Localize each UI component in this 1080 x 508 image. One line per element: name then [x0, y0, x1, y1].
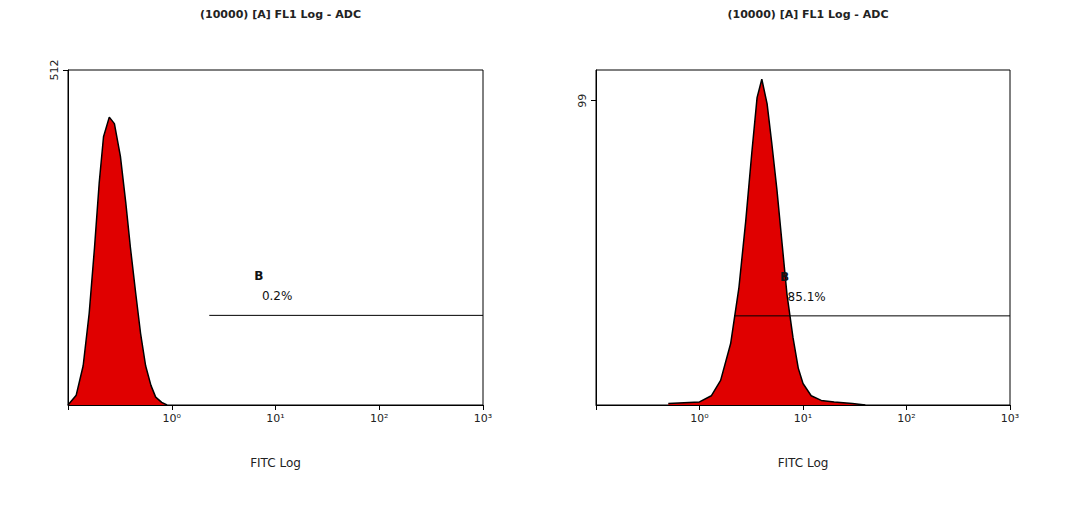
- svg-text:99: 99: [576, 94, 589, 108]
- svg-text:(10000) [A] FL1 Log - ADC: (10000) [A] FL1 Log - ADC: [728, 8, 889, 21]
- svg-text:B: B: [254, 269, 263, 283]
- svg-text:10⁰: 10⁰: [690, 412, 709, 425]
- svg-text:10³: 10³: [1001, 412, 1019, 425]
- svg-text:FITC Log: FITC Log: [778, 456, 829, 470]
- svg-text:10²: 10²: [370, 412, 388, 425]
- svg-text:10⁰: 10⁰: [163, 412, 182, 425]
- svg-text:10²: 10²: [897, 412, 915, 425]
- svg-text:FITC Log: FITC Log: [250, 456, 301, 470]
- svg-text:10³: 10³: [474, 412, 492, 425]
- svg-text:10¹: 10¹: [266, 412, 284, 425]
- svg-text:512: 512: [48, 60, 61, 81]
- svg-text:10¹: 10¹: [794, 412, 812, 425]
- svg-text:85.1%: 85.1%: [780, 290, 826, 304]
- svg-text:(10000) [A] FL1 Log - ADC: (10000) [A] FL1 Log - ADC: [200, 8, 361, 21]
- svg-text:0.2%: 0.2%: [254, 289, 292, 303]
- svg-text:B: B: [780, 270, 789, 284]
